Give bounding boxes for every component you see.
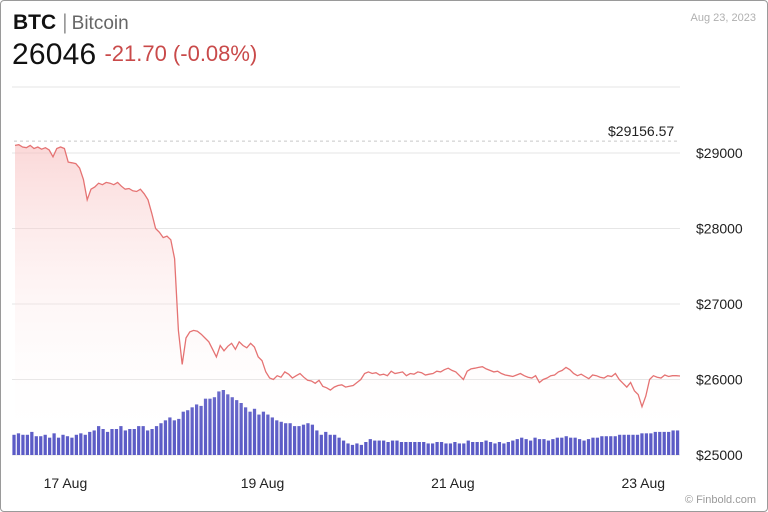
price-line (14, 144, 681, 409)
volume-bar (537, 439, 542, 455)
volume-bar (448, 443, 453, 455)
chart-date: Aug 23, 2023 (690, 12, 756, 24)
volume-bar (457, 443, 461, 455)
x-tick-label: 21 Aug (431, 475, 475, 491)
volume-bar (555, 437, 559, 455)
volume-bar (573, 437, 577, 455)
volume-bar (515, 439, 519, 455)
volume-bar (577, 439, 582, 455)
volume-bar (34, 436, 38, 455)
volume-bar (408, 442, 412, 455)
volume-bar (382, 440, 386, 455)
volume-bar (48, 437, 52, 455)
volume-bar (546, 440, 551, 455)
ticker-separator: | (62, 11, 68, 34)
volume-bar (56, 437, 61, 455)
volume-bar (426, 443, 430, 455)
volume-bar (462, 443, 466, 455)
y-tick-label: $25000 (696, 447, 743, 463)
price-row: 26046 -21.70 (-0.08%) (12, 38, 257, 72)
price-line-group (14, 144, 681, 409)
price-area-fill (15, 144, 680, 445)
volume-bar (466, 440, 470, 455)
volume-bar (471, 442, 475, 455)
volume-bar (569, 437, 573, 455)
volume-bar (422, 442, 426, 455)
volume-bar (551, 439, 555, 455)
volume-bar (493, 443, 497, 455)
x-tick-label: 17 Aug (44, 475, 88, 491)
volume-bar (564, 436, 568, 455)
reference-label: $29156.57 (608, 123, 674, 139)
volume-bar (600, 436, 604, 455)
volume-bar (346, 443, 350, 455)
y-tick-label: $28000 (696, 221, 743, 237)
volume-bar (533, 437, 537, 455)
y-tick-label: $26000 (696, 372, 743, 388)
volume-bar (528, 440, 533, 455)
volume-bar (364, 442, 368, 455)
volume-bar (475, 442, 479, 455)
volume-bar (355, 443, 359, 455)
reference-line-group: $29156.57 (14, 123, 678, 142)
price-change: -21.70 (-0.08%) (104, 41, 258, 66)
ticker-symbol: BTC (13, 11, 57, 34)
volume-bar (444, 443, 448, 455)
volume-bar (70, 437, 74, 455)
y-tick-label: $29000 (696, 145, 743, 161)
ticker-header: BTC | Bitcoin (13, 11, 129, 35)
volume-bar (386, 442, 390, 455)
x-axis: 17 Aug 19 Aug 21 Aug 23 Aug (44, 475, 665, 491)
volume-bar (502, 443, 506, 455)
volume-bar (399, 442, 404, 455)
volume-bar (435, 442, 439, 455)
volume-bar (560, 437, 564, 455)
volume-bar (12, 434, 16, 455)
volume-bar (595, 437, 600, 455)
volume-bar (520, 437, 524, 455)
volume-bar (373, 440, 377, 455)
price-area (15, 144, 680, 445)
volume-bar (613, 436, 617, 455)
volume-bar (453, 442, 457, 455)
volume-bar (377, 440, 381, 455)
volume-bar (417, 442, 421, 455)
volume-bar (341, 440, 346, 455)
current-price: 26046 (12, 38, 97, 71)
volume-bar (390, 440, 395, 455)
volume-bar (511, 440, 515, 455)
volume-bar (484, 440, 488, 455)
volume-bar (404, 442, 408, 455)
volume-bar (350, 444, 355, 455)
volume-bar (586, 439, 591, 455)
volume-bar (39, 436, 43, 455)
volume-bar (542, 439, 546, 455)
volume-bar (480, 442, 484, 455)
volume-bar (488, 442, 493, 455)
y-axis: $29000 $28000 $27000 $26000 $25000 (696, 145, 743, 463)
volume-bar (413, 442, 417, 455)
y-tick-label: $27000 (696, 296, 743, 312)
volume-bar (506, 442, 510, 455)
volume-bar (439, 442, 444, 455)
x-tick-label: 23 Aug (621, 475, 665, 491)
volume-bar (591, 437, 595, 455)
volume-bar (337, 437, 341, 455)
volume-bar (65, 436, 70, 455)
source-credit: © Finbold.com (684, 494, 756, 506)
volume-bar (497, 442, 502, 455)
volume-bar (359, 444, 364, 455)
x-tick-label: 19 Aug (241, 475, 285, 491)
volume-bar (604, 436, 608, 455)
volume-bar (582, 440, 586, 455)
volume-bar (609, 436, 613, 455)
volume-bar (524, 439, 528, 455)
asset-name: Bitcoin (71, 13, 129, 34)
volume-bar (368, 439, 372, 455)
volume-bar (395, 440, 399, 455)
volume-bar (431, 443, 435, 455)
